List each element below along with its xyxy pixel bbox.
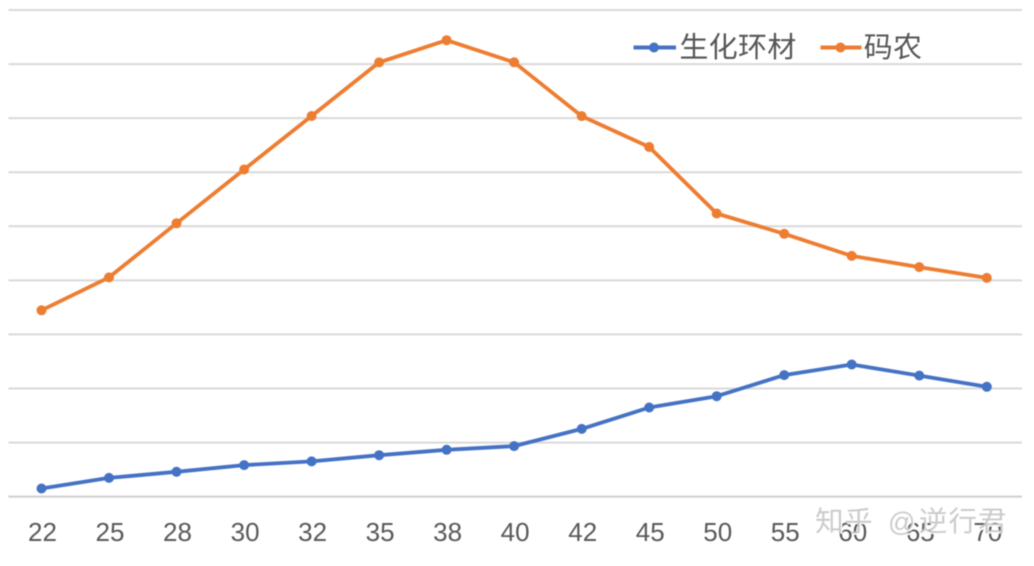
svg-text:45: 45 bbox=[636, 517, 665, 547]
svg-text:55: 55 bbox=[771, 517, 800, 547]
svg-text:40: 40 bbox=[501, 517, 530, 547]
svg-text:50: 50 bbox=[703, 517, 732, 547]
svg-text:28: 28 bbox=[163, 517, 192, 547]
svg-text:35: 35 bbox=[366, 517, 395, 547]
svg-text:32: 32 bbox=[298, 517, 327, 547]
svg-text:38: 38 bbox=[433, 517, 462, 547]
svg-text:@: @ bbox=[889, 509, 916, 539]
svg-text:25: 25 bbox=[96, 517, 125, 547]
svg-text:22: 22 bbox=[28, 517, 57, 547]
svg-text:42: 42 bbox=[568, 517, 597, 547]
svg-text:30: 30 bbox=[231, 517, 260, 547]
svg-text:@: @ bbox=[888, 507, 915, 537]
